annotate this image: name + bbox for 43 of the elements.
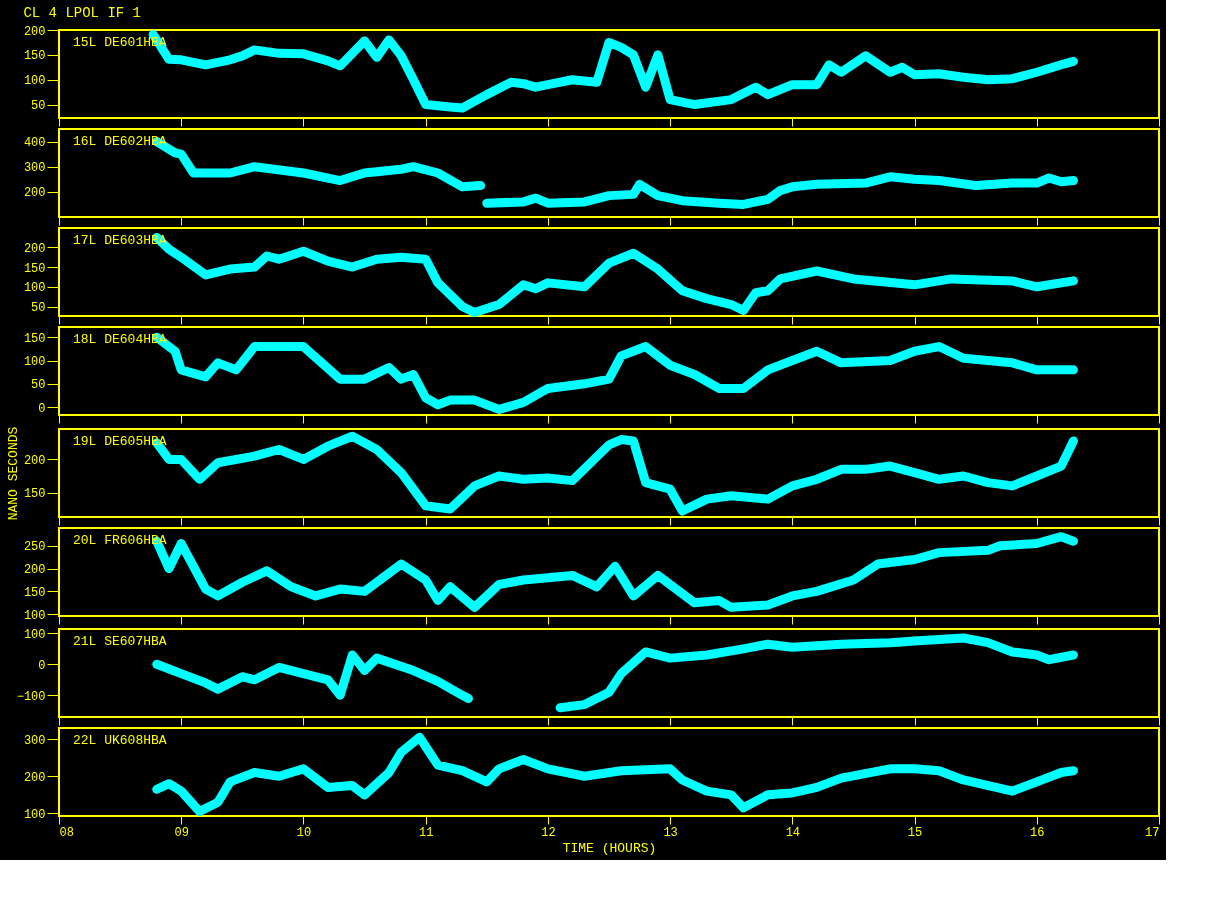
x-tick-label: 08 xyxy=(59,825,74,840)
y-tick-label: 200 xyxy=(23,186,46,201)
y-tick-label: 150 xyxy=(23,331,46,346)
x-tick-label: 10 xyxy=(296,825,312,840)
y-tick-label: 200 xyxy=(23,563,46,578)
y-tick-label: 150 xyxy=(23,49,46,64)
y-tick-label: 250 xyxy=(23,540,46,555)
y-tick-label: 200 xyxy=(23,24,46,39)
series-label: 19L DE605HBA xyxy=(73,434,167,449)
y-tick-label: 0 xyxy=(38,401,46,416)
y-tick-label: 50 xyxy=(31,301,46,316)
y-tick-label: 50 xyxy=(31,378,46,393)
y-tick-label: 100 xyxy=(23,355,46,370)
y-tick-label: 150 xyxy=(23,585,46,600)
y-tick-label: 100 xyxy=(23,807,46,822)
y-tick-label: 100 xyxy=(23,74,46,89)
y-tick-label: 300 xyxy=(23,161,46,176)
y-tick-label: 0 xyxy=(38,658,46,673)
y-tick-label: 400 xyxy=(23,136,46,151)
chart-title: CL 4 LPOL IF 1 xyxy=(23,5,142,21)
x-axis-title: TIME (HOURS) xyxy=(562,840,657,856)
y-tick-label: 150 xyxy=(23,487,46,502)
x-tick-label: 11 xyxy=(418,825,434,840)
x-tick-label: 12 xyxy=(541,825,556,840)
text: 22L UK608HBA xyxy=(73,733,167,748)
y-tick-label: −100 xyxy=(16,689,46,704)
y-tick-label: 200 xyxy=(23,453,46,468)
x-tick-label: 09 xyxy=(174,825,189,840)
x-tick-label: 15 xyxy=(907,825,923,840)
y-tick-label: 200 xyxy=(23,241,46,256)
y-tick-label: 150 xyxy=(23,261,46,276)
y-axis-title: NANO SECONDS xyxy=(5,426,21,521)
x-tick-label: 17 xyxy=(1145,825,1160,840)
y-tick-label: 200 xyxy=(23,770,46,785)
y-tick-label: 50 xyxy=(31,99,46,114)
x-tick-label: 14 xyxy=(785,825,801,840)
y-tick-label: 100 xyxy=(23,281,46,296)
y-tick-label: 300 xyxy=(23,733,46,748)
y-tick-label: 100 xyxy=(23,608,46,623)
series-label: 21L SE607HBA xyxy=(73,634,167,649)
x-tick-label: 13 xyxy=(663,825,678,840)
x-tick-label: 16 xyxy=(1030,825,1045,840)
y-tick-label: 100 xyxy=(23,627,46,642)
